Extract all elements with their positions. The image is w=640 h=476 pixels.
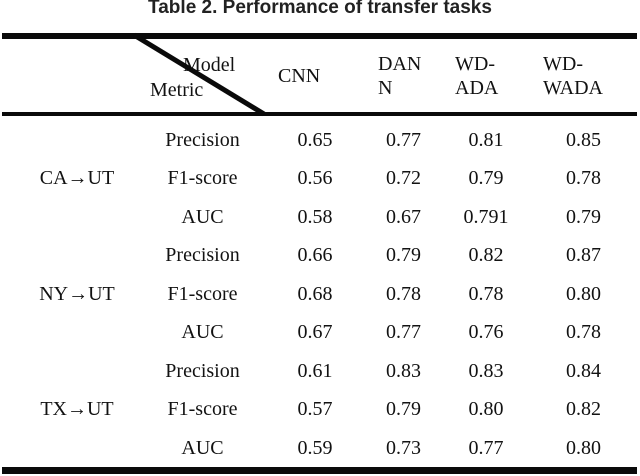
value-cell: 0.79 [386, 244, 421, 267]
header-line: CNN [278, 64, 321, 87]
value-cell: 0.791 [463, 205, 509, 228]
value-cell: 0.77 [386, 321, 421, 344]
corner-model-label: Model [183, 54, 236, 76]
value-cell: 0.77 [386, 128, 421, 151]
task-label: CA→UT [39, 167, 115, 190]
value-cell: 0.73 [386, 436, 421, 459]
column-header-wd-wada: WD- WADA [530, 39, 637, 112]
value-cell: 0.78 [566, 167, 601, 190]
header-rule [2, 112, 637, 116]
corner-metric-label: Metric [150, 79, 204, 101]
column-header-dann: DAN N [365, 39, 442, 112]
value-cell: 0.76 [468, 321, 504, 344]
value-cell: 0.85 [566, 128, 601, 151]
corner-cell: Model Metric [2, 39, 265, 112]
value-cell: 0.61 [297, 359, 333, 382]
table-caption: Table 2. Performance of transfer tasks [148, 0, 492, 18]
task-label: NY→UT [39, 282, 115, 305]
table-body: CA→UT Precision 0.65 0.77 0.81 0.85 F1-s… [2, 116, 637, 468]
value-cell: 0.83 [386, 359, 421, 382]
value-cell: 0.79 [386, 398, 421, 421]
header-line: DAN [378, 52, 422, 75]
metric-label: Precision [165, 359, 240, 382]
header-line: WD- [543, 52, 583, 75]
metric-label: AUC [181, 205, 224, 228]
column-header-wd-ada: WD- ADA [442, 39, 530, 112]
value-cell: 0.77 [468, 436, 504, 459]
value-cell: 0.68 [297, 282, 333, 305]
metric-label: AUC [181, 321, 224, 344]
column-header-cnn: CNN [265, 39, 365, 112]
value-cell: 0.84 [566, 359, 601, 382]
header-line: ADA [455, 76, 499, 99]
header-line: N [378, 76, 393, 99]
value-cell: 0.82 [468, 244, 504, 267]
header-line: WADA [543, 76, 603, 99]
value-cell: 0.72 [386, 167, 421, 190]
value-cell: 0.65 [297, 128, 333, 151]
value-cell: 0.57 [297, 398, 333, 421]
value-cell: 0.82 [566, 398, 601, 421]
value-cell: 0.83 [468, 359, 504, 382]
header-line: WD- [455, 52, 495, 75]
metric-label: AUC [181, 436, 224, 459]
value-cell: 0.87 [566, 244, 601, 267]
value-cell: 0.67 [297, 321, 333, 344]
table-header-row: Model Metric CNN DAN N WD- ADA WD- WADA [2, 39, 637, 112]
value-cell: 0.56 [297, 167, 333, 190]
bottom-rule [2, 467, 637, 474]
value-cell: 0.59 [297, 436, 333, 459]
value-cell: 0.78 [468, 282, 504, 305]
value-cell: 0.67 [386, 205, 421, 228]
metric-label: F1-score [167, 398, 238, 421]
metric-label: F1-score [167, 282, 238, 305]
value-cell: 0.66 [297, 244, 333, 267]
metric-label: Precision [165, 244, 240, 267]
value-cell: 0.79 [566, 205, 601, 228]
value-cell: 0.81 [468, 128, 504, 151]
value-cell: 0.80 [468, 398, 504, 421]
metric-label: Precision [165, 128, 240, 151]
metric-label: F1-score [167, 167, 238, 190]
value-cell: 0.79 [468, 167, 504, 190]
value-cell: 0.80 [566, 436, 601, 459]
value-cell: 0.58 [297, 205, 333, 228]
value-cell: 0.80 [566, 282, 601, 305]
value-cell: 0.78 [386, 282, 421, 305]
value-cell: 0.78 [566, 321, 601, 344]
top-rule [2, 33, 637, 39]
task-label: TX→UT [40, 398, 114, 421]
